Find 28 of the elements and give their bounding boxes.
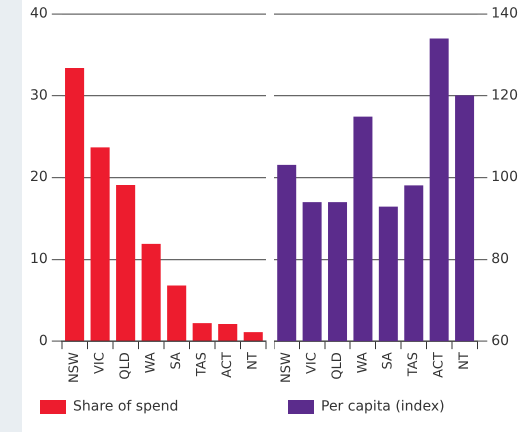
y-tick-label: 30: [30, 87, 48, 104]
legend-label: Share of spend: [73, 398, 178, 415]
y-tick-label: 10: [30, 251, 48, 268]
y-tick-label: 40: [30, 6, 48, 22]
x-tick-label: QLD: [330, 352, 345, 380]
y2-tick-label: 140: [491, 6, 518, 22]
y-tick-label: 20: [30, 169, 48, 186]
x-tick-label: TAS: [406, 352, 422, 378]
x-tick-label: NT: [246, 352, 261, 370]
x-tick-label: SA: [169, 352, 184, 370]
x-tick-label: SA: [380, 352, 396, 370]
x-tick-label: NSW: [279, 352, 294, 384]
x-tick-label: ACT: [432, 352, 447, 378]
x-tick-label: ACT: [220, 352, 236, 378]
x-tick-label: TAS: [194, 352, 210, 378]
y2-tick-label: 80: [491, 251, 510, 268]
x-tick-label: QLD: [118, 352, 133, 380]
x-tick-label: NSW: [66, 352, 82, 384]
legend-label: Per capita (index): [321, 398, 445, 415]
y2-tick-label: 120: [491, 87, 518, 104]
y-tick-label: 0: [38, 332, 48, 349]
x-tick-label: VIC: [304, 352, 320, 374]
x-tick-label: VIC: [92, 352, 108, 374]
y2-tick-label: 60: [491, 332, 510, 349]
y2-tick-label: 100: [491, 169, 518, 186]
x-tick-label: WA: [355, 352, 370, 374]
x-tick-label: NT: [456, 352, 472, 370]
x-tick-label: WA: [144, 352, 159, 374]
